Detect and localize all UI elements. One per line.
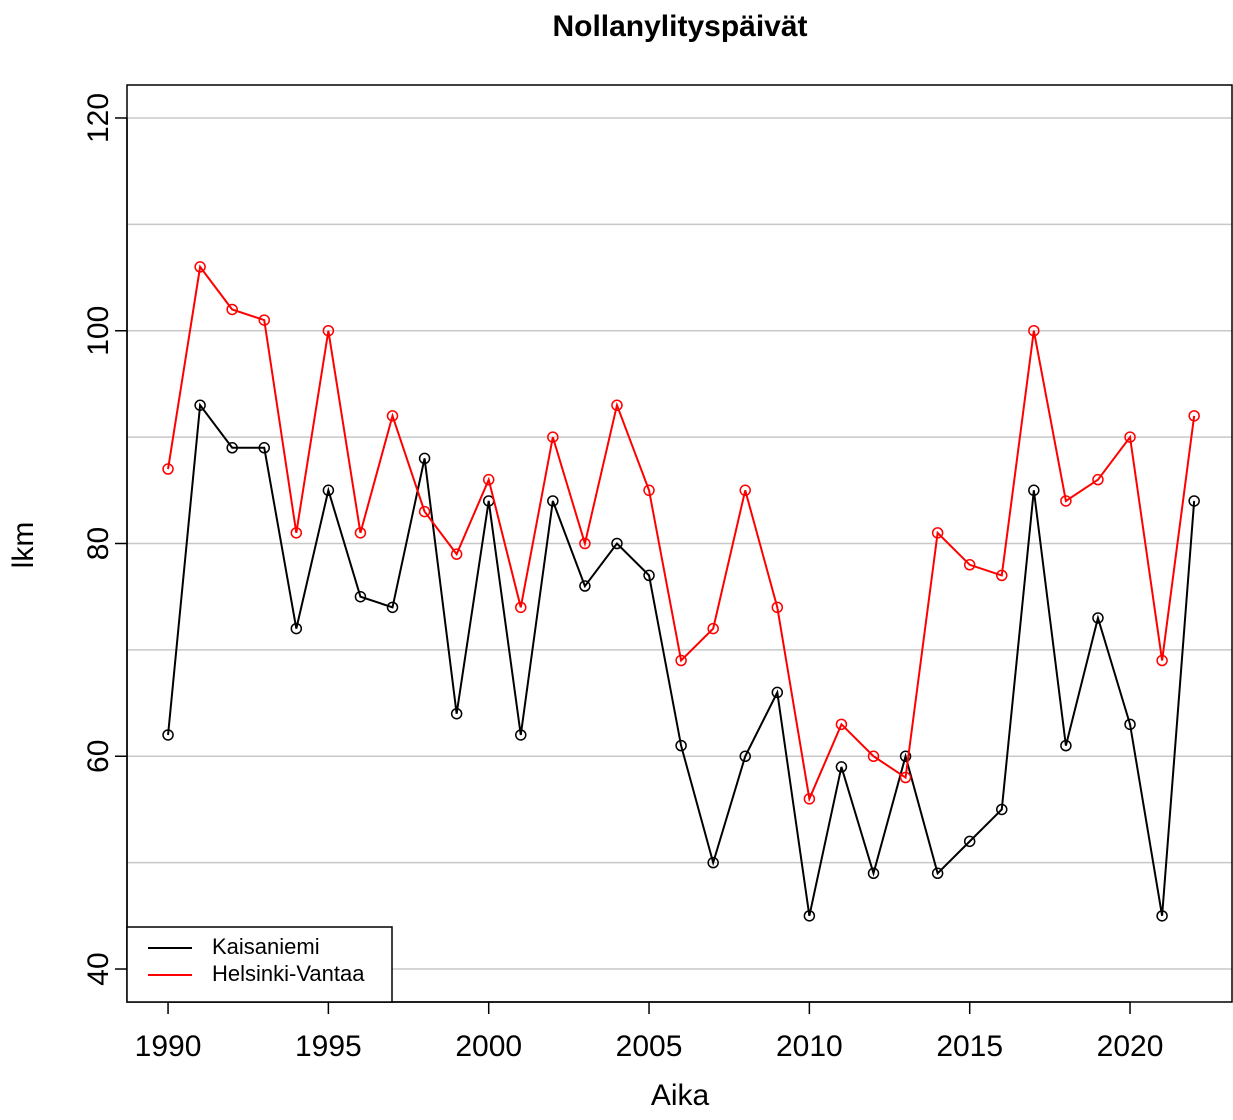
data-point	[450, 548, 463, 560]
data-point	[835, 718, 848, 731]
data-point	[803, 910, 816, 922]
data-point	[643, 569, 655, 582]
data-point	[226, 303, 238, 316]
y-tick-label: 80	[82, 527, 115, 560]
data-point	[258, 314, 270, 326]
data-point	[226, 442, 238, 454]
x-tick-label: 2020	[1097, 1030, 1164, 1063]
data-point	[1028, 484, 1040, 497]
y-tick-label: 120	[82, 93, 115, 143]
x-tick-label: 2010	[776, 1030, 843, 1063]
data-point	[386, 410, 399, 422]
data-point	[322, 324, 335, 337]
plot-frame	[126, 84, 1233, 1003]
series-line	[167, 402, 1196, 917]
data-point	[290, 622, 303, 635]
data-point	[739, 750, 751, 763]
data-point	[515, 729, 527, 741]
data-point	[354, 527, 367, 539]
series-line	[167, 264, 1196, 803]
data-point	[322, 484, 335, 497]
data-point	[643, 484, 655, 497]
data-point	[1060, 739, 1072, 752]
x-tick-label: 1990	[135, 1030, 202, 1063]
data-point	[547, 431, 559, 443]
data-point	[867, 867, 880, 880]
legend-label: Kaisaniemi	[212, 934, 320, 959]
data-point	[1092, 473, 1104, 486]
data-point	[418, 505, 431, 518]
data-point	[963, 835, 976, 848]
data-point	[867, 750, 880, 763]
data-point	[996, 803, 1008, 816]
data-point	[931, 527, 944, 539]
x-tick-label: 2000	[455, 1030, 522, 1063]
data-point	[354, 590, 367, 603]
data-point	[611, 399, 623, 411]
data-point	[290, 527, 303, 539]
data-point	[675, 739, 687, 752]
x-tick-label: 2005	[616, 1030, 683, 1063]
y-tick-label: 100	[82, 306, 115, 356]
x-axis-label: Aika	[651, 1079, 710, 1112]
data-point	[707, 622, 719, 635]
data-point	[450, 707, 463, 720]
data-point	[707, 856, 719, 869]
data-point	[1188, 495, 1200, 507]
data-point	[482, 473, 495, 486]
data-point	[1188, 410, 1200, 422]
data-point	[739, 484, 751, 497]
data-point	[996, 569, 1008, 582]
data-point	[611, 537, 623, 550]
data-point	[418, 452, 431, 465]
y-tick-label: 40	[82, 952, 115, 985]
y-tick-label: 60	[82, 740, 115, 773]
x-tick-label: 1995	[295, 1030, 362, 1063]
data-point	[1156, 654, 1168, 667]
data-point	[258, 442, 270, 454]
data-point	[1124, 718, 1136, 731]
data-point	[1092, 612, 1104, 624]
data-point	[931, 867, 944, 880]
data-point	[162, 463, 174, 475]
data-point	[386, 601, 399, 614]
data-point	[771, 686, 784, 699]
data-point	[162, 729, 174, 741]
data-point	[963, 559, 976, 571]
data-point	[579, 580, 591, 592]
data-point	[803, 793, 816, 805]
data-point	[194, 261, 206, 273]
data-point	[1028, 324, 1040, 337]
data-point	[515, 601, 527, 614]
data-point	[771, 601, 784, 614]
data-point	[675, 654, 687, 667]
chart-title: Nollanylityspäivät	[552, 10, 807, 43]
data-point	[194, 399, 206, 411]
data-point	[1124, 431, 1136, 443]
data-point	[579, 537, 591, 550]
data-point	[899, 771, 912, 784]
data-point	[1156, 910, 1168, 922]
data-point	[835, 761, 848, 773]
data-point	[1060, 495, 1072, 507]
legend-label: Helsinki-Vantaa	[212, 961, 365, 986]
data-point	[547, 495, 559, 507]
legend-box	[126, 926, 393, 1003]
x-tick-label: 2015	[936, 1030, 1003, 1063]
y-axis-label: lkm	[7, 522, 40, 569]
data-point	[899, 750, 912, 763]
